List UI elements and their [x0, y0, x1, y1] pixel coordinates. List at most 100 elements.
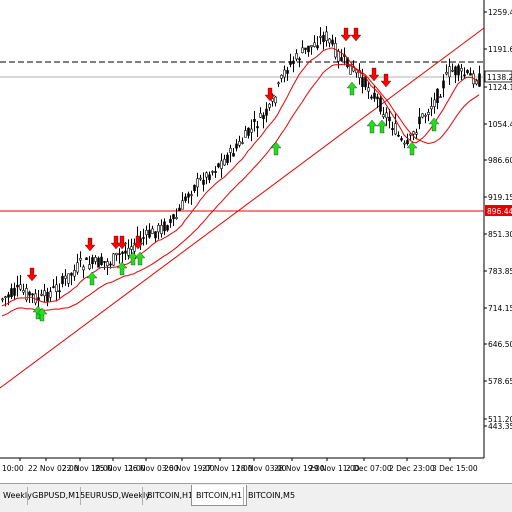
time-axis-label: 22 Nov 18:00: [62, 464, 113, 473]
price-axis-label: 783.85: [488, 267, 512, 276]
candle-body: [385, 112, 388, 119]
candle-body: [169, 219, 172, 223]
price-axis-label: 919.15: [488, 193, 512, 202]
price-axis-label: 443.35: [488, 422, 512, 431]
candle-body: [400, 138, 403, 141]
tab-gbpusd-m15[interactable]: GBPUSD,M15: [27, 487, 89, 505]
candle-body: [460, 68, 463, 72]
candle-body: [292, 60, 295, 64]
candle-body: [370, 96, 373, 99]
candle-body: [121, 251, 124, 254]
candle-body: [271, 98, 274, 102]
candle-body: [433, 99, 436, 107]
candle-body: [67, 273, 70, 284]
candle-body: [103, 261, 106, 263]
chart-canvas[interactable]: 1259.45 1191.60 1124.15 1054.45 986.60 919.15…: [0, 0, 512, 483]
candle-body: [283, 69, 286, 78]
time-axis-label: 3 Dec 15:00: [432, 464, 478, 473]
candle-body: [70, 272, 73, 276]
candle-body: [145, 229, 148, 236]
tab-bitcoin-h1[interactable]: BITCOIN,H1: [142, 487, 197, 505]
candle-body: [427, 112, 430, 115]
candle-body: [265, 108, 268, 116]
candle-body: [463, 74, 466, 77]
candle-body: [322, 35, 325, 43]
price-axis-label: 851.30: [488, 230, 512, 239]
arrow-down-icon: [132, 235, 144, 250]
candle-body: [229, 147, 232, 153]
tab-weekly[interactable]: Weekly: [0, 487, 36, 505]
candle-body: [175, 217, 178, 220]
candle-body: [259, 112, 262, 118]
moving-average-slow: [1, 63, 480, 317]
candle-body: [469, 73, 472, 76]
candle-body: [76, 262, 79, 273]
candle-body: [214, 171, 217, 173]
candle-body: [349, 64, 352, 75]
candle-body: [439, 96, 442, 98]
time-axis-label: 28 Nov 19:00: [274, 464, 325, 473]
candle-body: [79, 258, 82, 261]
candle-body: [436, 88, 439, 104]
candle-body: [4, 296, 7, 299]
time-axis-label: 2 Dec 07:00: [346, 464, 392, 473]
tab-eurusd-weekly[interactable]: EURUSD,Weekly: [80, 487, 154, 505]
candle-body: [379, 97, 382, 112]
candle-body: [94, 257, 97, 262]
candle-body: [442, 80, 445, 89]
candle-body: [295, 53, 298, 60]
time-axis-label: 29 Nov 11:00: [309, 464, 360, 473]
candle-body: [274, 96, 277, 104]
candle-body: [85, 257, 88, 261]
candle-body: [298, 58, 301, 61]
arrow-up-icon: [346, 81, 358, 96]
tab-bitcoin-h1-active[interactable]: BITCOIN,H1: [191, 485, 248, 506]
candle-body: [157, 224, 160, 233]
candle-body: [376, 96, 379, 100]
candle-body: [406, 140, 409, 145]
arrow-up-icon: [428, 117, 440, 132]
arrow-down-icon: [264, 87, 276, 102]
arrow-up-icon: [406, 141, 418, 156]
candle-body: [256, 126, 259, 129]
candle-body: [280, 74, 283, 79]
arrow-up-icon: [270, 141, 282, 156]
candle-body: [250, 128, 253, 133]
candle-body: [55, 284, 58, 293]
candle-body: [268, 103, 271, 108]
arrow-down-icon: [340, 27, 352, 42]
candle-body: [286, 70, 289, 74]
candle-body: [235, 143, 238, 149]
candle-body: [106, 261, 109, 266]
candle-body: [100, 256, 103, 265]
arrow-up-icon: [134, 251, 146, 266]
time-axis-label: 2 Dec 23:00: [389, 464, 435, 473]
candle-body: [148, 229, 151, 238]
candle-body: [91, 257, 94, 265]
candle-body: [142, 237, 145, 239]
candle-body: [382, 114, 385, 118]
time-axis-label: 10:00: [2, 464, 24, 473]
arrow-down-icon: [380, 73, 392, 88]
candle-body: [412, 131, 415, 135]
price-chart[interactable]: 1259.45 1191.60 1124.15 1054.45 986.60 919.15…: [0, 0, 512, 483]
candle-body: [115, 252, 118, 256]
candle-body: [325, 31, 328, 41]
tab-bitcoin-m5[interactable]: BITCOIN,M5: [243, 487, 299, 505]
candle-body: [457, 65, 460, 76]
candle-body: [61, 276, 64, 285]
candle-body: [25, 288, 28, 301]
candle-body: [202, 179, 205, 185]
candle-body: [289, 61, 292, 65]
candle-body: [133, 244, 136, 252]
candle-body: [193, 184, 196, 192]
arrow-down-icon: [110, 235, 122, 250]
candle-body: [331, 39, 334, 45]
price-axis-label: 1191.60: [488, 45, 512, 54]
arrow-down-icon: [368, 67, 380, 82]
candle-body: [430, 106, 433, 110]
candle-body: [196, 178, 199, 188]
candle-body: [319, 35, 322, 38]
candle-body: [361, 77, 364, 87]
candle-body: [172, 214, 175, 220]
